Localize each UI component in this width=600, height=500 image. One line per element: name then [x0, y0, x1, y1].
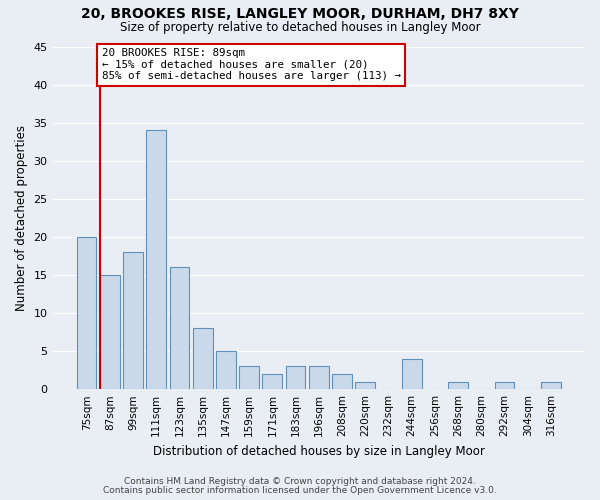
Text: Contains public sector information licensed under the Open Government Licence v3: Contains public sector information licen…	[103, 486, 497, 495]
Bar	[332, 374, 352, 389]
Text: 20 BROOKES RISE: 89sqm
← 15% of detached houses are smaller (20)
85% of semi-det: 20 BROOKES RISE: 89sqm ← 15% of detached…	[102, 48, 401, 81]
Bar	[448, 382, 468, 389]
Bar	[541, 382, 561, 389]
Bar	[262, 374, 282, 389]
Bar	[123, 252, 143, 389]
X-axis label: Distribution of detached houses by size in Langley Moor: Distribution of detached houses by size …	[153, 444, 485, 458]
Text: Contains HM Land Registry data © Crown copyright and database right 2024.: Contains HM Land Registry data © Crown c…	[124, 477, 476, 486]
Bar	[216, 351, 236, 389]
Bar	[193, 328, 212, 389]
Bar	[170, 268, 190, 389]
Y-axis label: Number of detached properties: Number of detached properties	[15, 125, 28, 311]
Bar	[286, 366, 305, 389]
Bar	[239, 366, 259, 389]
Bar	[77, 237, 97, 389]
Bar	[355, 382, 375, 389]
Bar	[146, 130, 166, 389]
Text: Size of property relative to detached houses in Langley Moor: Size of property relative to detached ho…	[119, 22, 481, 35]
Text: 20, BROOKES RISE, LANGLEY MOOR, DURHAM, DH7 8XY: 20, BROOKES RISE, LANGLEY MOOR, DURHAM, …	[81, 8, 519, 22]
Bar	[402, 358, 422, 389]
Bar	[100, 275, 119, 389]
Bar	[309, 366, 329, 389]
Bar	[494, 382, 514, 389]
